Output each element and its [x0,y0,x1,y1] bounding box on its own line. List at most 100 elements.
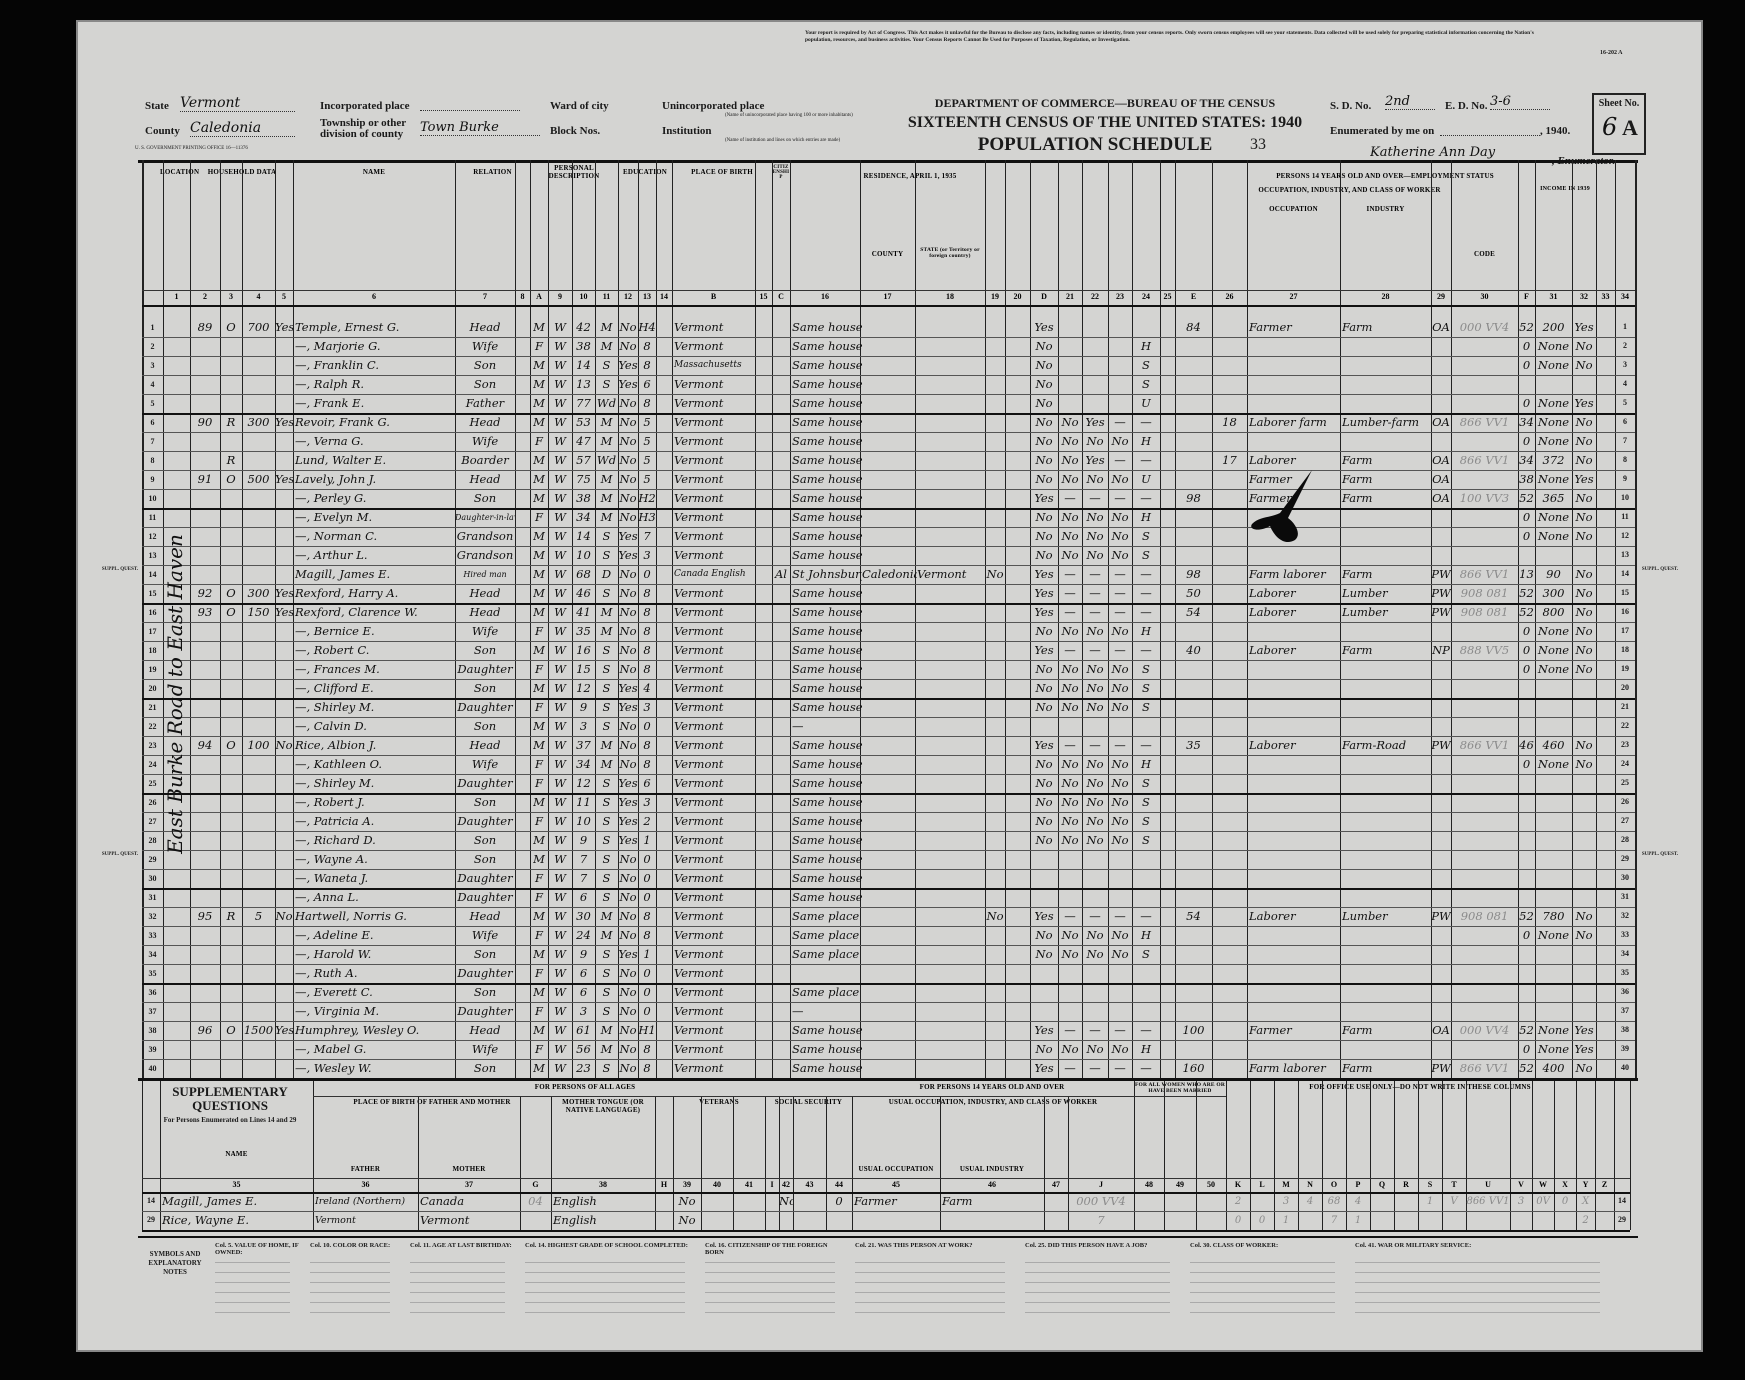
house-number [190,983,220,1002]
house-number [190,774,220,793]
residence-farm [985,717,1005,736]
grade: 5 [643,434,651,448]
has-job [1108,964,1132,983]
office-code [1595,1211,1614,1230]
hours-worked [1175,527,1212,546]
line-number: 28 [148,836,157,845]
birthplace: Massachusetts [674,360,742,370]
farm [275,546,293,565]
citizenship [772,812,790,831]
public-work: No [1061,814,1079,828]
line-number-right: 26 [1621,797,1629,806]
seeking-work: No [1086,833,1104,847]
hours-worked [1175,679,1212,698]
seeking-work: No [1086,662,1104,676]
residence-county [860,717,917,736]
home-value [242,508,275,527]
at-work [1030,983,1058,1002]
residence-county [860,774,917,793]
hours-worked: 100 [1182,1023,1205,1037]
supp-language: English [553,1194,597,1208]
weeks-unemployed [1212,1021,1247,1040]
column-rule [701,1096,702,1230]
occupation-code [1451,717,1518,736]
birthplace: Vermont [674,757,724,771]
occupation: Laborer [1249,909,1296,923]
office-code: X [1581,1196,1590,1207]
wages: 460 [1542,738,1565,752]
grade: 8 [643,586,651,600]
office-code [1466,1211,1510,1230]
supp-father: Vermont [315,1215,356,1226]
other-income [1572,964,1596,983]
hours-worked: 54 [1186,909,1201,923]
residence-place: Same house [792,795,862,809]
farm [275,432,293,451]
weeks-worked [1518,546,1535,565]
class-of-worker: OA [1432,415,1450,429]
line-number: 15 [148,589,157,598]
weeks-worked [1518,831,1535,850]
residence-state [915,888,987,907]
public-work: No [1061,757,1079,771]
seeking-work: No [1086,681,1104,695]
age: 9 [579,947,588,961]
marital-status: M [600,909,613,923]
hours-worked [1175,850,1212,869]
note-text-line [525,1302,685,1303]
home-value [242,546,275,565]
home-tenure [220,812,242,831]
supplementary-title: SUPPLEMENTARY QUESTIONS [172,1084,288,1113]
group-relation: RELATION [473,168,512,176]
weeks-worked [1518,375,1535,394]
race: W [554,567,566,581]
residence-place: Same house [792,700,862,714]
marital-status: M [600,434,613,448]
weeks-unemployed [1212,622,1247,641]
activity-code: H [1140,1042,1152,1056]
line-number-right: 29 [1621,854,1629,863]
home-tenure [220,888,242,907]
residence-state [915,527,987,546]
occupation-code [1451,508,1518,527]
person-name: —, Patricia A. [295,814,375,828]
activity-code [1132,318,1160,337]
industry: Farm [1342,472,1373,486]
occupation-code [1451,831,1518,850]
wages [1535,983,1572,1002]
relation: Son [473,1061,497,1075]
citizenship [772,679,790,698]
line-number: 16 [148,608,157,617]
occupation-code [1451,793,1518,812]
activity-code: — [1140,1061,1152,1075]
column-number: 3 [229,292,233,301]
hours-worked [1175,470,1212,489]
occupation-code [1451,945,1518,964]
seeking-work [1082,337,1108,356]
home-tenure: O [226,320,236,334]
age: 9 [579,833,588,847]
public-work [1058,394,1082,413]
relation: Son [473,833,497,847]
hours-worked [1175,793,1212,812]
marital-status: S [602,586,611,600]
person-name: —, Ruth A. [295,966,358,980]
farm [275,755,293,774]
hours-worked [1175,622,1212,641]
other-income: Yes [1574,472,1594,486]
column-rule [242,160,243,1078]
column-number: 41 [745,1180,753,1189]
school-attendance: No [619,434,637,448]
home-value [242,356,275,375]
note-text-line [410,1302,505,1303]
birthplace: Vermont [674,833,724,847]
occupation-code [1451,964,1518,983]
line-number: 14 [147,1196,155,1205]
supp-c39: No [678,1194,696,1208]
seeking-work: No [1086,434,1104,448]
home-tenure [220,641,242,660]
activity-code: S [1142,947,1150,961]
weeks-unemployed [1212,736,1247,755]
line-number-right: 33 [1621,930,1629,939]
race: W [554,700,566,714]
